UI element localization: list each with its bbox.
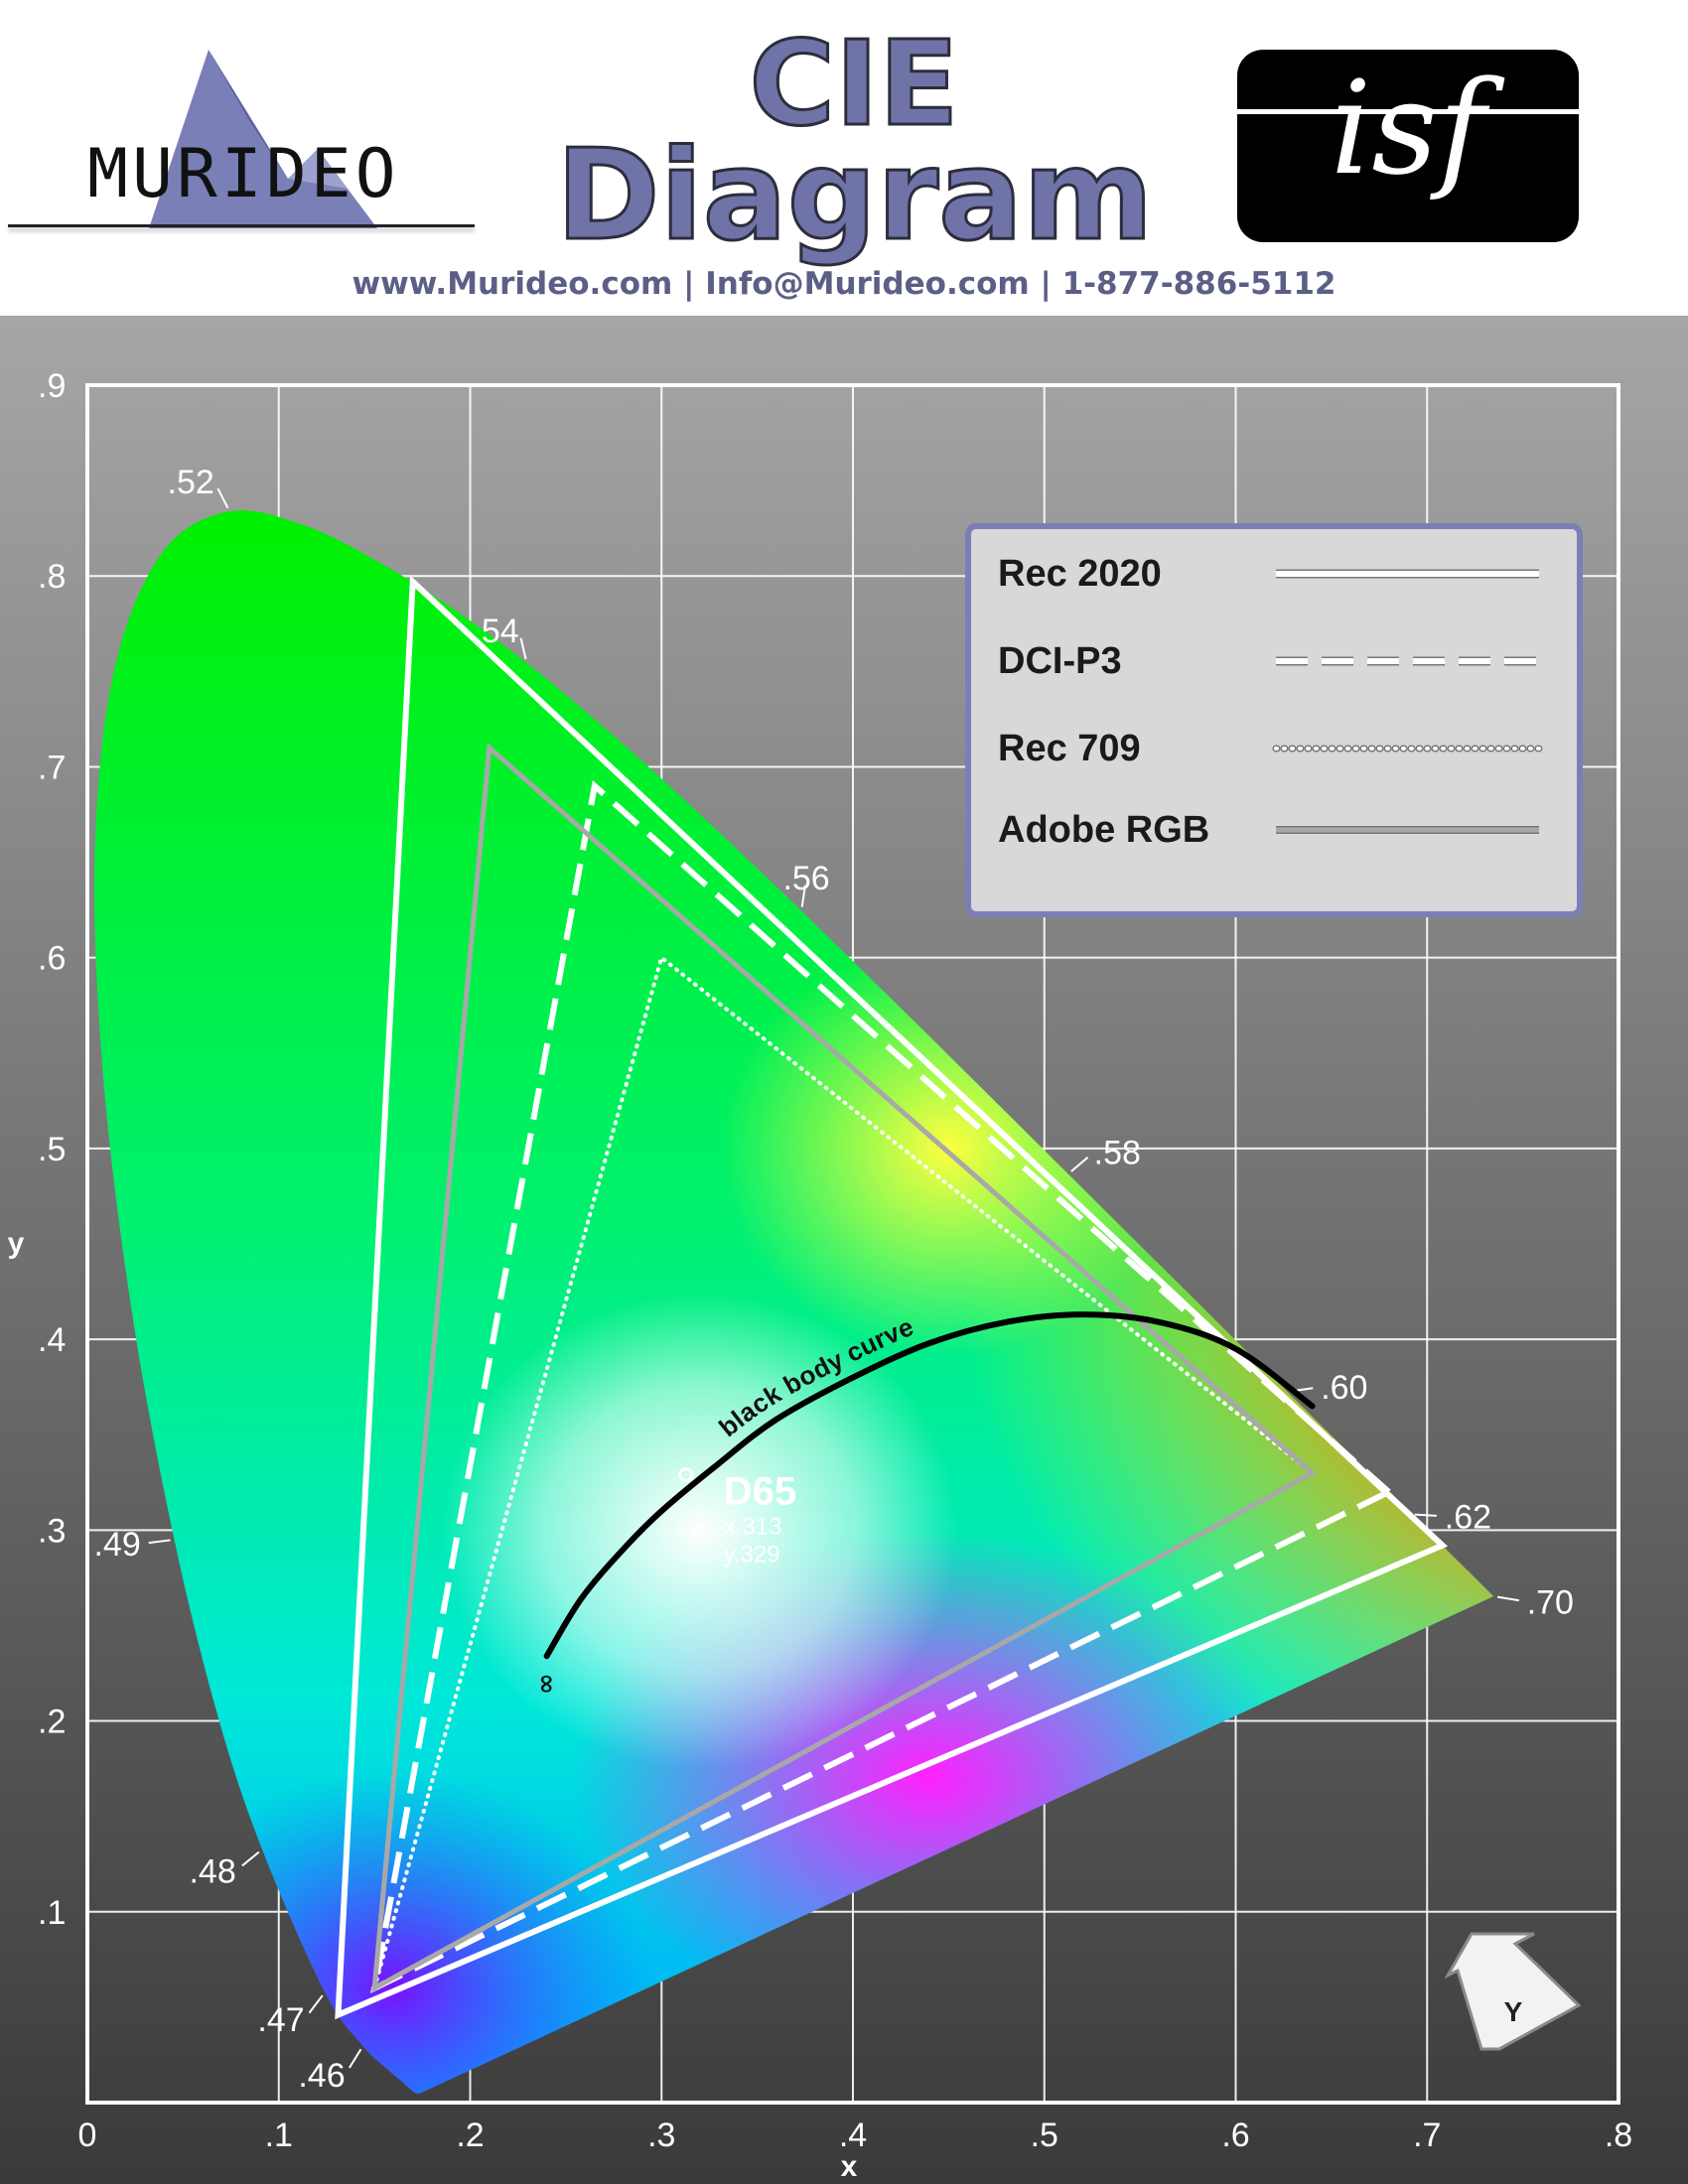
x-axis-label: x [841, 2150, 858, 2183]
legend-box [965, 523, 1583, 917]
gamut-triangles [335, 575, 1449, 2020]
legend-label: Adobe RGB [998, 809, 1209, 851]
isf-logo-text: isf [1330, 53, 1486, 204]
white-center-blend [441, 1292, 958, 1769]
legend-label: Rec 2020 [998, 553, 1162, 595]
y-tick-label: .2 [38, 1704, 66, 1741]
brand-underline [8, 224, 475, 227]
title-line-1: CIE [748, 15, 960, 152]
wavelength-tick [800, 885, 806, 907]
y-badge-label: Y [1504, 1996, 1523, 2027]
y-tick-label: .4 [38, 1321, 66, 1359]
x-tick-label: .3 [647, 2116, 675, 2154]
wavelength-tick [348, 2048, 362, 2069]
y-tick-label: .7 [38, 749, 66, 786]
cie-chart: .46.47.48.49.52.54.56.58.60.62.70 black … [0, 316, 1688, 2184]
legend: Rec 2020 DCI-P3 Rec 709 Adobe RGB [965, 523, 1583, 917]
y-tick-label: .6 [38, 940, 66, 978]
x-tick-label: .6 [1221, 2116, 1249, 2154]
gamut-rec-2020 [335, 575, 1449, 2020]
d65-x-value: x.313 [724, 1514, 782, 1541]
x-tick-label: .4 [839, 2116, 867, 2154]
header: MURIDEO CIE Diagram isf www.Murideo.com … [0, 0, 1688, 316]
brand-name: MURIDEO [87, 135, 400, 213]
d65-y-value: y.329 [724, 1542, 780, 1569]
wavelength-labels: .46.47.48.49.52.54.56.58.60.62.70 [93, 464, 1573, 2095]
y-tick-label: .9 [38, 367, 66, 405]
gamut-adobe-rgb [371, 743, 1317, 1993]
wavelength-label: .48 [189, 1853, 235, 1891]
y-luminance-badge: Y [1444, 1932, 1582, 2051]
gamut-rec-709 [370, 954, 1317, 1992]
y-tick-label: .3 [38, 1512, 66, 1550]
x-tick-label: 0 [78, 2116, 97, 2154]
y-badge-arrow-icon [1444, 1932, 1582, 2051]
wavelength-tick [216, 487, 229, 509]
y-tick-label: .1 [38, 1894, 66, 1932]
x-tick-label: .2 [456, 2116, 484, 2154]
wavelength-tick [1070, 1156, 1089, 1172]
y-tick-label: .8 [38, 558, 66, 596]
legend-label: DCI-P3 [998, 640, 1122, 682]
wavelength-label: .58 [1094, 1135, 1141, 1172]
y-tick-label: .5 [38, 1131, 66, 1168]
wavelength-tick [308, 1994, 324, 2014]
x-tick-label: .1 [265, 2116, 293, 2154]
infinity-marker: ∞ [532, 1673, 562, 1695]
wavelength-label: .46 [298, 2057, 345, 2095]
wavelength-label: .47 [257, 2001, 304, 2039]
contact-info: www.Murideo.com | Info@Murideo.com | 1-8… [352, 266, 1336, 302]
wavelength-tick [1496, 1595, 1519, 1602]
diagram-title: CIE Diagram [555, 15, 1155, 268]
axis-ticks: 0 .1 .2 .3 .4 .5 .6 .7 .8 .1 .2 .3 .4 .5 .6 .7 .8 .9 [38, 367, 1632, 2154]
legend-label: Rec 709 [998, 728, 1141, 769]
wavelength-label: .60 [1321, 1369, 1367, 1407]
isf-logo-bar [1237, 109, 1579, 114]
gamut-dci-p3 [370, 779, 1395, 1994]
x-tick-label: .5 [1031, 2116, 1058, 2154]
mountain-logo-icon [149, 50, 377, 228]
x-tick-label: .8 [1605, 2116, 1632, 2154]
wavelength-tick [1414, 1513, 1437, 1517]
wavelength-label: .56 [782, 860, 829, 897]
wavelength-tick [241, 1850, 260, 1867]
wavelength-tick [148, 1539, 171, 1545]
title-line-2: Diagram [555, 121, 1155, 268]
wavelength-label: .52 [168, 464, 214, 501]
wavelength-label: .49 [93, 1526, 140, 1564]
d65-marker [678, 1467, 694, 1483]
d65-label: D65 [724, 1470, 796, 1514]
isf-logo: isf [1237, 50, 1579, 242]
murideo-logo [20, 30, 496, 238]
blackbody-curve-line [543, 1311, 1316, 1660]
wavelength-tick [519, 637, 527, 660]
x-tick-label: .7 [1413, 2116, 1441, 2154]
y-axis-label: y [8, 1227, 25, 1260]
wavelength-label: .70 [1527, 1583, 1574, 1621]
wavelength-label: .62 [1445, 1498, 1491, 1536]
